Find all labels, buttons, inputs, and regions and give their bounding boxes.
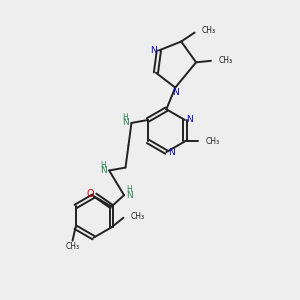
Text: CH₃: CH₃ xyxy=(202,26,216,35)
Text: N: N xyxy=(122,118,129,127)
Text: N: N xyxy=(187,116,193,124)
Text: H: H xyxy=(127,185,132,194)
Text: O: O xyxy=(86,189,94,199)
Text: N: N xyxy=(168,148,175,157)
Text: N: N xyxy=(100,166,106,175)
Text: CH₃: CH₃ xyxy=(206,137,220,146)
Text: N: N xyxy=(126,191,133,200)
Text: CH₃: CH₃ xyxy=(65,242,80,250)
Text: N: N xyxy=(150,46,157,55)
Text: H: H xyxy=(100,161,106,170)
Text: CH₃: CH₃ xyxy=(131,212,145,221)
Text: CH₃: CH₃ xyxy=(218,56,233,65)
Text: H: H xyxy=(123,113,128,122)
Text: N: N xyxy=(172,88,178,97)
